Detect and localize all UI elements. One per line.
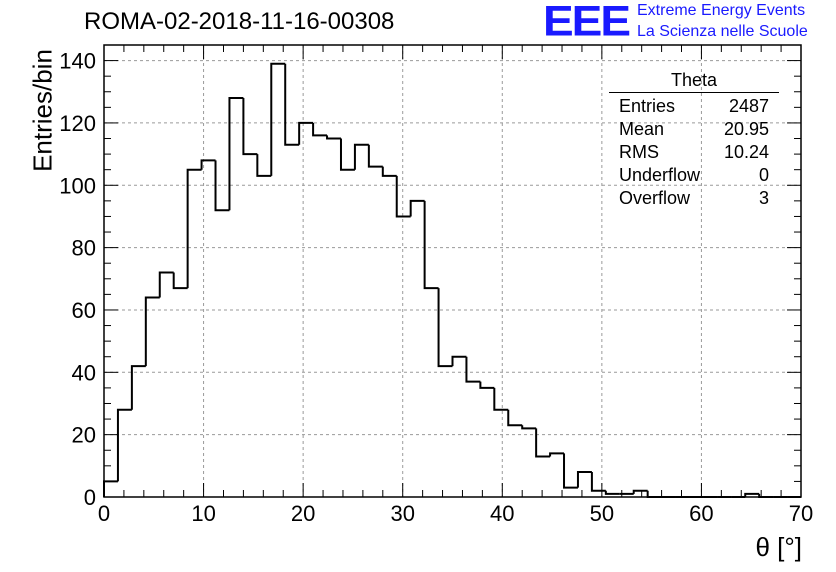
y-tick-label: 100 — [59, 173, 96, 198]
stats-box: Theta Entries 2487 Mean 20.95 RMS 10.24 … — [609, 70, 779, 210]
chart-title: ROMA-02-2018-11-16-00308 — [84, 8, 395, 35]
stats-row-entries: Entries 2487 — [609, 95, 779, 118]
histogram-bin — [214, 160, 230, 212]
x-tick-label: 10 — [191, 501, 215, 526]
x-tick-label: 30 — [390, 501, 414, 526]
stats-label: Entries — [619, 96, 676, 116]
histogram-bin — [326, 135, 341, 140]
histogram-bin — [507, 409, 523, 427]
stats-row-rms: RMS 10.24 — [609, 141, 779, 164]
x-tick-label: 50 — [590, 501, 614, 526]
grid-lines — [104, 45, 801, 497]
stats-label: Underflow — [619, 165, 701, 185]
histogram-bin — [576, 471, 592, 488]
histogram-bin — [270, 62, 286, 176]
logo-text-line1: Extreme Energy Events — [637, 2, 806, 19]
histogram-bin — [493, 387, 509, 411]
histogram-bin — [116, 408, 132, 482]
histogram-bin — [437, 288, 453, 368]
y-tick-label: 40 — [72, 360, 96, 385]
histogram-bin — [604, 490, 620, 495]
histogram-bin — [298, 121, 314, 145]
stats-value: 20.95 — [723, 119, 769, 139]
x-axis-label: θ [°] — [755, 532, 802, 562]
histogram-bin — [312, 122, 328, 137]
y-tick-label: 140 — [59, 49, 96, 74]
histogram-bin — [284, 63, 300, 146]
histogram-bin — [451, 355, 467, 367]
histogram-bin — [381, 166, 397, 177]
histogram-bin — [465, 356, 481, 383]
y-tick-label: 0 — [84, 485, 96, 510]
histogram-bin — [590, 472, 606, 492]
histogram-bin — [103, 480, 118, 497]
stats-value: 3 — [758, 188, 769, 208]
x-tick-label: 20 — [291, 501, 315, 526]
histogram-bin — [549, 452, 565, 457]
stats-label: Mean — [619, 119, 665, 139]
histogram-bin — [242, 97, 258, 156]
histogram-bin — [339, 138, 355, 171]
histogram-bin — [200, 159, 216, 170]
histogram-bin — [158, 271, 174, 298]
y-axis-label: Entries/bin — [27, 49, 58, 172]
histogram-bin — [423, 200, 439, 290]
logo-text-line2: La Scienza nelle Scuole — [637, 23, 808, 40]
stats-label: RMS — [619, 142, 659, 162]
x-tick-label: 60 — [689, 501, 713, 526]
x-tick-label: 0 — [98, 501, 110, 526]
stats-value: 10.24 — [723, 142, 769, 162]
histogram-bin — [353, 143, 369, 170]
y-tick-label: 60 — [72, 298, 96, 323]
histogram-bin — [144, 296, 160, 367]
histogram-bin — [535, 428, 551, 458]
histogram-bin — [367, 144, 383, 168]
y-tick-label: 80 — [72, 236, 96, 261]
plot-frame — [103, 44, 802, 498]
histogram-bin — [521, 425, 537, 430]
stats-row-underflow: Underflow 0 — [609, 164, 779, 187]
histogram-bin — [744, 492, 760, 497]
histogram-bin — [130, 365, 146, 410]
histogram-bin — [646, 490, 662, 498]
stats-value: 0 — [758, 165, 769, 185]
histogram-bin — [186, 168, 202, 289]
histogram-bin — [172, 272, 188, 290]
stats-row-overflow: Overflow 3 — [609, 187, 779, 210]
stats-label: Overflow — [619, 188, 691, 208]
axes — [103, 44, 802, 498]
eee-logo: EEE — [543, 0, 631, 45]
histogram-bin — [563, 453, 578, 489]
x-tick-label: 40 — [490, 501, 514, 526]
histogram-bin — [256, 154, 272, 177]
y-tick-label: 20 — [72, 423, 96, 448]
stats-value: 2487 — [728, 96, 769, 116]
stats-title: Theta — [609, 70, 779, 93]
axis-ticks — [103, 44, 802, 498]
y-tick-label: 120 — [59, 111, 96, 136]
x-tick-label: 70 — [789, 501, 813, 526]
stats-row-mean: Mean 20.95 — [609, 118, 779, 141]
histogram-bin — [479, 381, 495, 389]
histogram-bin — [228, 96, 244, 211]
histogram-bin — [395, 175, 411, 218]
histogram-bin — [409, 199, 425, 217]
histogram-bin — [632, 489, 648, 494]
